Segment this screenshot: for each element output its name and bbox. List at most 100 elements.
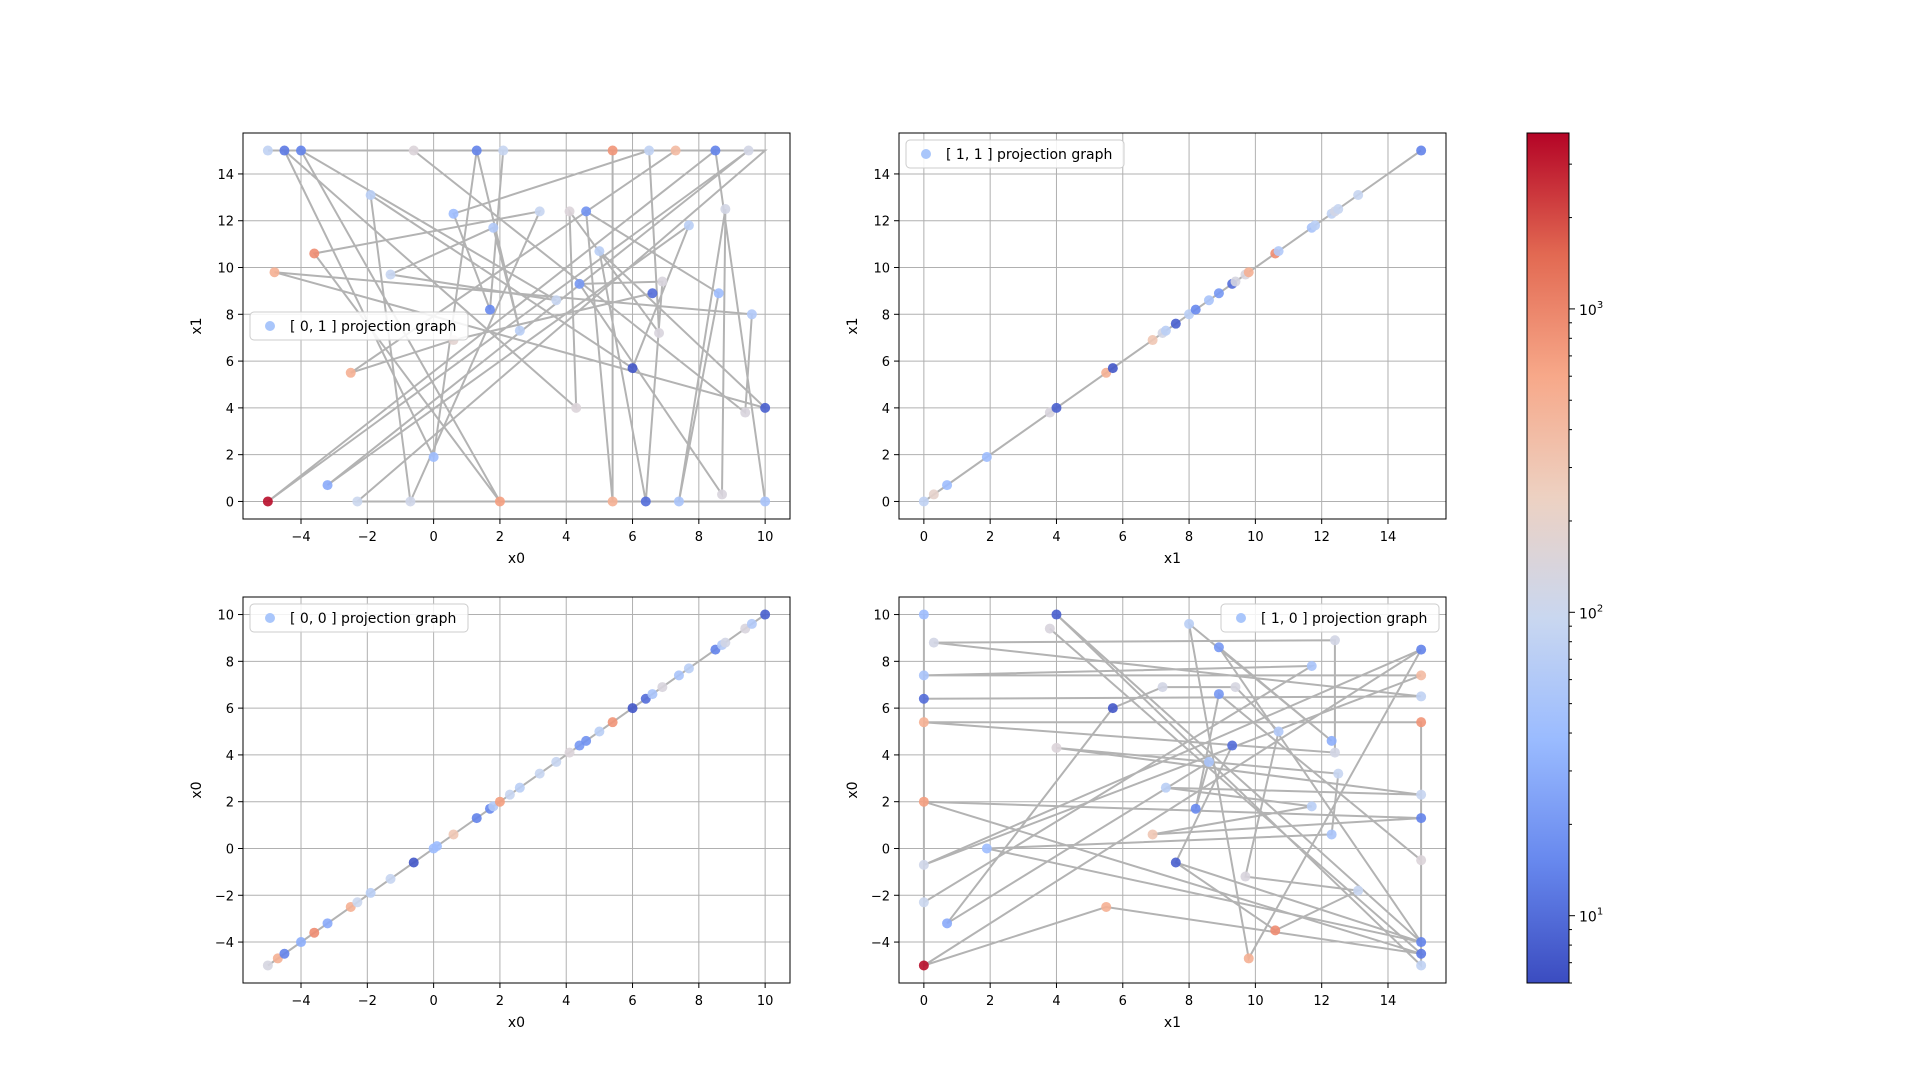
- x-tick-label: 8: [1185, 994, 1193, 1009]
- legend-box: [249, 603, 469, 633]
- x-tick-label: 6: [1119, 994, 1127, 1009]
- legend-label: [ 0, 0 ] projection graph: [290, 611, 456, 627]
- data-point: [918, 960, 929, 971]
- data-point: [551, 756, 562, 767]
- colorbar-tick-exponent: 2: [1597, 603, 1603, 614]
- data-point: [760, 609, 771, 620]
- plot-area: [899, 597, 1446, 983]
- legend-box: [1220, 603, 1440, 633]
- legend-marker: [265, 321, 275, 331]
- x-tick-label: 4: [562, 530, 570, 545]
- y-tick-label: −2: [871, 889, 890, 904]
- data-point: [1416, 937, 1427, 948]
- data-point: [484, 304, 495, 315]
- data-point: [494, 796, 505, 807]
- y-tick-label: 10: [873, 609, 890, 624]
- axes-frame: [898, 132, 1447, 520]
- data-point: [1051, 402, 1062, 413]
- y-tick-label: 2: [882, 449, 890, 464]
- data-point: [981, 452, 992, 463]
- series-line: [267, 147, 768, 506]
- colorbar-tick-exponent: 3: [1597, 300, 1603, 311]
- data-point: [918, 796, 929, 807]
- data-point: [1416, 717, 1427, 728]
- data-point: [942, 480, 953, 491]
- data-point: [1213, 642, 1224, 653]
- x-tick-label: 6: [628, 530, 636, 545]
- axes-frame: [242, 596, 791, 984]
- data-point: [1243, 267, 1254, 278]
- data-point: [1160, 325, 1171, 336]
- y-tick-label: 10: [217, 262, 234, 277]
- legend: [ 1, 1 ] projection graph: [905, 139, 1125, 169]
- x-tick-label: 2: [496, 530, 504, 545]
- y-tick-label: 10: [217, 609, 234, 624]
- data-point: [262, 960, 273, 971]
- x-tick-label: 4: [1052, 994, 1060, 1009]
- data-point: [352, 897, 363, 908]
- x-tick-label: 14: [1380, 530, 1397, 545]
- data-point: [498, 145, 509, 156]
- legend-label: [ 1, 0 ] projection graph: [1261, 611, 1427, 627]
- plot-contents: [918, 609, 1427, 971]
- data-point: [627, 703, 638, 714]
- data-point: [607, 145, 618, 156]
- data-point: [1416, 948, 1427, 959]
- data-point: [1230, 682, 1241, 693]
- legend: [ 0, 1 ] projection graph: [249, 311, 469, 341]
- x-tick-label: 8: [695, 994, 703, 1009]
- data-point: [760, 402, 771, 413]
- x-tick-label: 0: [429, 994, 437, 1009]
- data-point: [322, 918, 333, 929]
- data-point: [1243, 953, 1254, 964]
- data-point: [627, 363, 638, 374]
- data-point: [1184, 618, 1195, 629]
- colorbar-tick-label: 103: [1579, 300, 1603, 319]
- data-point: [279, 948, 290, 959]
- data-point: [1333, 768, 1344, 779]
- y-tick-label: −4: [215, 936, 234, 951]
- data-point: [928, 489, 939, 500]
- x-tick-label: 0: [429, 530, 437, 545]
- data-point: [365, 189, 376, 200]
- y-axis-label: x1: [845, 317, 861, 334]
- data-point: [1213, 288, 1224, 299]
- data-point: [408, 145, 419, 156]
- data-point: [1203, 756, 1214, 767]
- x-tick-label: 12: [1313, 994, 1330, 1009]
- subplot-2: 0 2 4 6 8 10 12 14 0 2 4 6 8 10 12 14 x1 x1 [ 1, 1 ] proje…: [845, 132, 1447, 567]
- data-point: [269, 267, 280, 278]
- data-point: [1147, 335, 1158, 346]
- data-point: [1170, 857, 1181, 868]
- x-tick-label: 10: [1247, 994, 1264, 1009]
- data-point: [918, 859, 929, 870]
- data-point: [504, 789, 515, 800]
- data-point: [1416, 855, 1427, 866]
- data-point: [345, 367, 356, 378]
- x-tick-label: 12: [1313, 530, 1330, 545]
- x-tick-label: −4: [291, 530, 310, 545]
- data-point: [1310, 220, 1321, 231]
- data-point: [534, 768, 545, 779]
- data-point: [428, 452, 439, 463]
- x-tick-label: 8: [1185, 530, 1193, 545]
- data-point: [1240, 871, 1251, 882]
- data-point: [296, 145, 307, 156]
- data-point: [1326, 735, 1337, 746]
- y-tick-label: −4: [871, 936, 890, 951]
- data-point: [514, 782, 525, 793]
- data-point: [670, 145, 681, 156]
- x-tick-label: 10: [757, 994, 774, 1009]
- y-tick-label: 6: [226, 702, 234, 717]
- legend-label: [ 0, 1 ] projection graph: [290, 319, 456, 335]
- data-point: [1416, 145, 1427, 156]
- x-tick-label: 10: [1247, 530, 1264, 545]
- legend: [ 0, 0 ] projection graph: [249, 603, 469, 633]
- data-point: [640, 496, 651, 507]
- data-point: [1353, 189, 1364, 200]
- data-point: [385, 873, 396, 884]
- data-point: [647, 288, 658, 299]
- x-tick-label: −2: [358, 530, 377, 545]
- data-point: [743, 145, 754, 156]
